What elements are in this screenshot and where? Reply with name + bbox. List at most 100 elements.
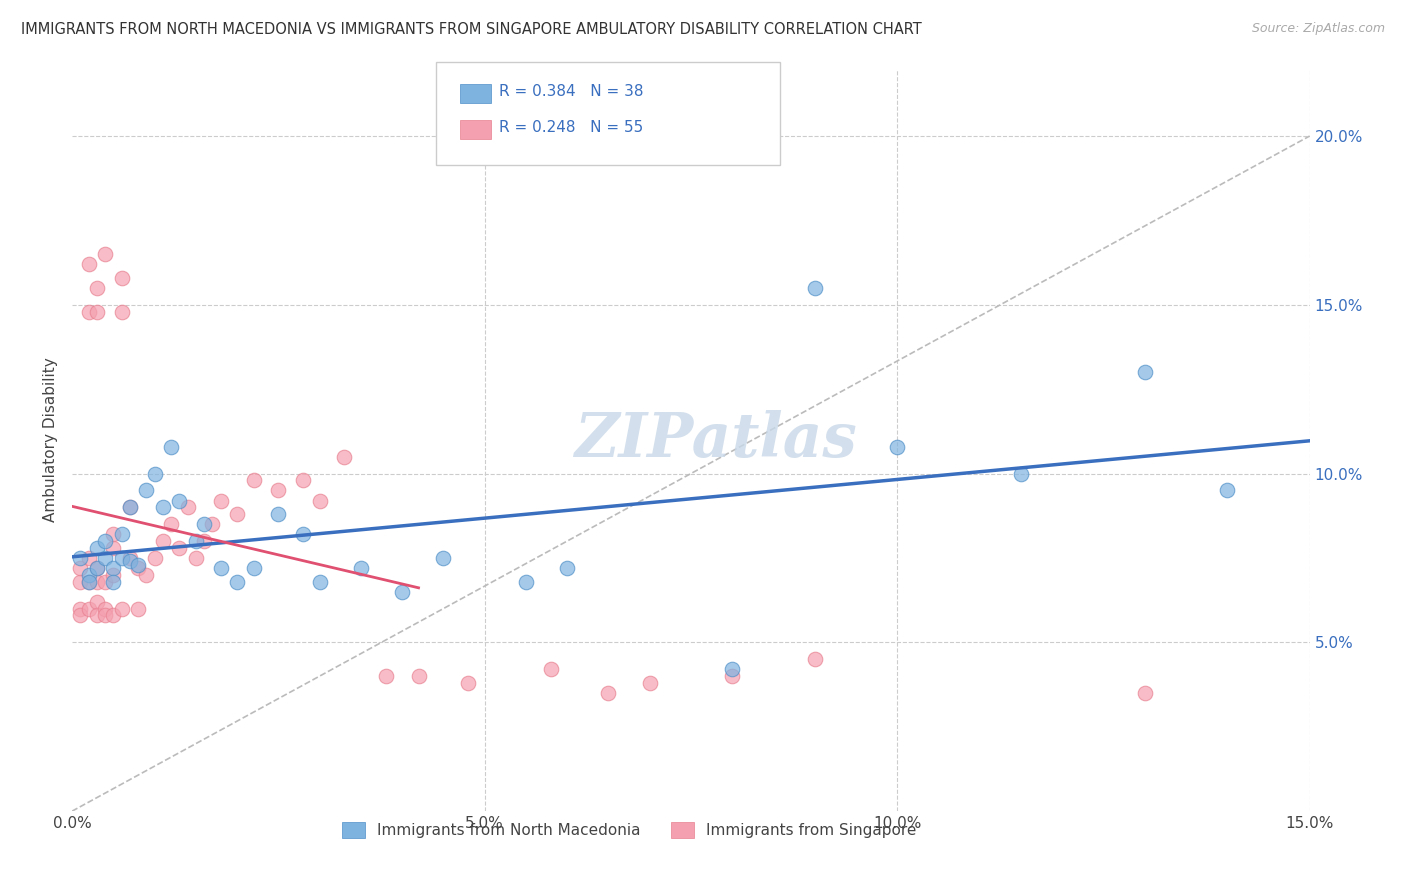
Point <box>308 574 330 589</box>
Point <box>77 574 100 589</box>
Text: ZIPatlas: ZIPatlas <box>574 409 856 470</box>
Point <box>110 527 132 541</box>
Point <box>209 493 232 508</box>
Point <box>86 541 108 555</box>
Point <box>226 574 249 589</box>
Point <box>86 561 108 575</box>
Point <box>110 304 132 318</box>
Point <box>184 551 207 566</box>
Point <box>1133 365 1156 379</box>
Point <box>103 561 125 575</box>
Text: IMMIGRANTS FROM NORTH MACEDONIA VS IMMIGRANTS FROM SINGAPORE AMBULATORY DISABILI: IMMIGRANTS FROM NORTH MACEDONIA VS IMMIG… <box>21 22 922 37</box>
Point <box>94 574 117 589</box>
Point <box>292 527 315 541</box>
Point <box>209 561 232 575</box>
Point <box>77 304 100 318</box>
Point <box>515 574 537 589</box>
Point <box>143 467 166 481</box>
Point <box>127 558 149 572</box>
Point <box>77 551 100 566</box>
Point <box>152 534 174 549</box>
Point <box>201 517 224 532</box>
Point <box>160 517 183 532</box>
Point <box>127 561 149 575</box>
Point <box>77 257 100 271</box>
Point <box>638 676 661 690</box>
Point <box>86 574 108 589</box>
Point <box>721 662 744 676</box>
Point <box>103 541 125 555</box>
Point <box>152 500 174 515</box>
Point <box>176 500 198 515</box>
Point <box>94 551 117 566</box>
Point <box>77 601 100 615</box>
Point <box>94 534 117 549</box>
Point <box>408 669 430 683</box>
Point <box>721 669 744 683</box>
Point <box>77 567 100 582</box>
Point <box>169 541 191 555</box>
Point <box>374 669 396 683</box>
Legend: Immigrants from North Macedonia, Immigrants from Singapore: Immigrants from North Macedonia, Immigra… <box>336 816 922 845</box>
Point <box>143 551 166 566</box>
Point <box>94 247 117 261</box>
Point <box>118 551 141 566</box>
Point <box>432 551 454 566</box>
Point <box>77 574 100 589</box>
Point <box>1010 467 1032 481</box>
Point <box>193 517 215 532</box>
Point <box>803 652 825 666</box>
Point <box>69 608 91 623</box>
Y-axis label: Ambulatory Disability: Ambulatory Disability <box>44 358 58 522</box>
Point <box>86 304 108 318</box>
Text: R = 0.248   N = 55: R = 0.248 N = 55 <box>499 120 644 135</box>
Point <box>333 450 356 464</box>
Text: Source: ZipAtlas.com: Source: ZipAtlas.com <box>1251 22 1385 36</box>
Point <box>103 608 125 623</box>
Point <box>308 493 330 508</box>
Point <box>103 527 125 541</box>
Point <box>350 561 373 575</box>
Point <box>886 440 908 454</box>
Point <box>160 440 183 454</box>
Point <box>103 574 125 589</box>
Point <box>86 561 108 575</box>
Text: R = 0.384   N = 38: R = 0.384 N = 38 <box>499 85 644 99</box>
Point <box>391 584 413 599</box>
Point <box>598 686 620 700</box>
Point <box>242 474 264 488</box>
Point <box>184 534 207 549</box>
Point <box>110 270 132 285</box>
Point <box>292 474 315 488</box>
Point <box>193 534 215 549</box>
Point <box>103 567 125 582</box>
Point <box>242 561 264 575</box>
Point <box>555 561 578 575</box>
Point <box>118 500 141 515</box>
Point <box>86 281 108 295</box>
Point <box>69 574 91 589</box>
Point <box>457 676 479 690</box>
Point <box>135 483 157 498</box>
Point <box>540 662 562 676</box>
Point <box>69 561 91 575</box>
Point <box>127 601 149 615</box>
Point <box>169 493 191 508</box>
Point <box>118 554 141 568</box>
Point <box>110 601 132 615</box>
Point <box>135 567 157 582</box>
Point <box>267 507 290 521</box>
Point <box>86 595 108 609</box>
Point <box>118 500 141 515</box>
Point <box>94 601 117 615</box>
Point <box>69 551 91 566</box>
Point <box>1216 483 1239 498</box>
Point <box>94 608 117 623</box>
Point <box>267 483 290 498</box>
Point <box>69 601 91 615</box>
Point <box>86 608 108 623</box>
Point <box>226 507 249 521</box>
Point <box>803 281 825 295</box>
Point <box>110 551 132 566</box>
Point <box>1133 686 1156 700</box>
